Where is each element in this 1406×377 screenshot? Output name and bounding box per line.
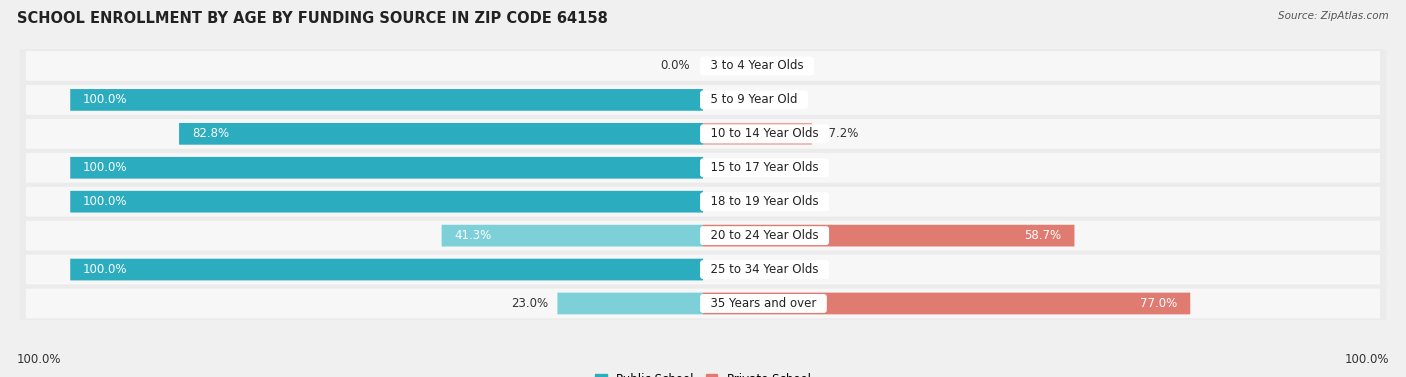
Legend: Public School, Private School: Public School, Private School bbox=[591, 368, 815, 377]
Text: 0.0%: 0.0% bbox=[661, 60, 690, 72]
FancyBboxPatch shape bbox=[25, 153, 1381, 183]
FancyBboxPatch shape bbox=[20, 49, 1386, 83]
FancyBboxPatch shape bbox=[20, 253, 1386, 287]
FancyBboxPatch shape bbox=[70, 259, 703, 280]
FancyBboxPatch shape bbox=[70, 157, 703, 179]
Text: 100.0%: 100.0% bbox=[83, 195, 128, 208]
FancyBboxPatch shape bbox=[20, 185, 1386, 219]
FancyBboxPatch shape bbox=[25, 288, 1381, 319]
Text: 0.0%: 0.0% bbox=[716, 263, 745, 276]
FancyBboxPatch shape bbox=[20, 287, 1386, 320]
FancyBboxPatch shape bbox=[703, 123, 811, 145]
FancyBboxPatch shape bbox=[25, 254, 1381, 285]
FancyBboxPatch shape bbox=[20, 219, 1386, 253]
FancyBboxPatch shape bbox=[179, 123, 703, 145]
Text: 0.0%: 0.0% bbox=[716, 60, 745, 72]
FancyBboxPatch shape bbox=[703, 225, 1074, 247]
FancyBboxPatch shape bbox=[557, 293, 703, 314]
FancyBboxPatch shape bbox=[70, 89, 703, 111]
Text: 41.3%: 41.3% bbox=[454, 229, 492, 242]
Text: 58.7%: 58.7% bbox=[1025, 229, 1062, 242]
FancyBboxPatch shape bbox=[25, 85, 1381, 115]
Text: 17.2%: 17.2% bbox=[821, 127, 859, 140]
FancyBboxPatch shape bbox=[20, 151, 1386, 185]
Text: 0.0%: 0.0% bbox=[716, 93, 745, 106]
Text: 20 to 24 Year Olds: 20 to 24 Year Olds bbox=[703, 229, 827, 242]
Text: 82.8%: 82.8% bbox=[191, 127, 229, 140]
FancyBboxPatch shape bbox=[25, 187, 1381, 217]
Text: 35 Years and over: 35 Years and over bbox=[703, 297, 824, 310]
Text: 25 to 34 Year Olds: 25 to 34 Year Olds bbox=[703, 263, 825, 276]
Text: 5 to 9 Year Old: 5 to 9 Year Old bbox=[703, 93, 806, 106]
FancyBboxPatch shape bbox=[25, 221, 1381, 251]
Text: 100.0%: 100.0% bbox=[83, 263, 128, 276]
Text: 23.0%: 23.0% bbox=[510, 297, 548, 310]
Text: 100.0%: 100.0% bbox=[83, 161, 128, 174]
Text: 100.0%: 100.0% bbox=[17, 353, 62, 366]
Text: 100.0%: 100.0% bbox=[83, 93, 128, 106]
FancyBboxPatch shape bbox=[25, 51, 1381, 81]
Text: SCHOOL ENROLLMENT BY AGE BY FUNDING SOURCE IN ZIP CODE 64158: SCHOOL ENROLLMENT BY AGE BY FUNDING SOUR… bbox=[17, 11, 607, 26]
Text: 15 to 17 Year Olds: 15 to 17 Year Olds bbox=[703, 161, 827, 174]
Text: 10 to 14 Year Olds: 10 to 14 Year Olds bbox=[703, 127, 827, 140]
Text: 0.0%: 0.0% bbox=[716, 161, 745, 174]
Text: 0.0%: 0.0% bbox=[716, 195, 745, 208]
FancyBboxPatch shape bbox=[703, 293, 1191, 314]
FancyBboxPatch shape bbox=[20, 83, 1386, 117]
FancyBboxPatch shape bbox=[20, 117, 1386, 151]
Text: Source: ZipAtlas.com: Source: ZipAtlas.com bbox=[1278, 11, 1389, 21]
Text: 77.0%: 77.0% bbox=[1140, 297, 1178, 310]
FancyBboxPatch shape bbox=[441, 225, 703, 247]
Text: 100.0%: 100.0% bbox=[1344, 353, 1389, 366]
FancyBboxPatch shape bbox=[70, 191, 703, 213]
FancyBboxPatch shape bbox=[25, 119, 1381, 149]
Text: 3 to 4 Year Olds: 3 to 4 Year Olds bbox=[703, 60, 811, 72]
Text: 18 to 19 Year Olds: 18 to 19 Year Olds bbox=[703, 195, 827, 208]
